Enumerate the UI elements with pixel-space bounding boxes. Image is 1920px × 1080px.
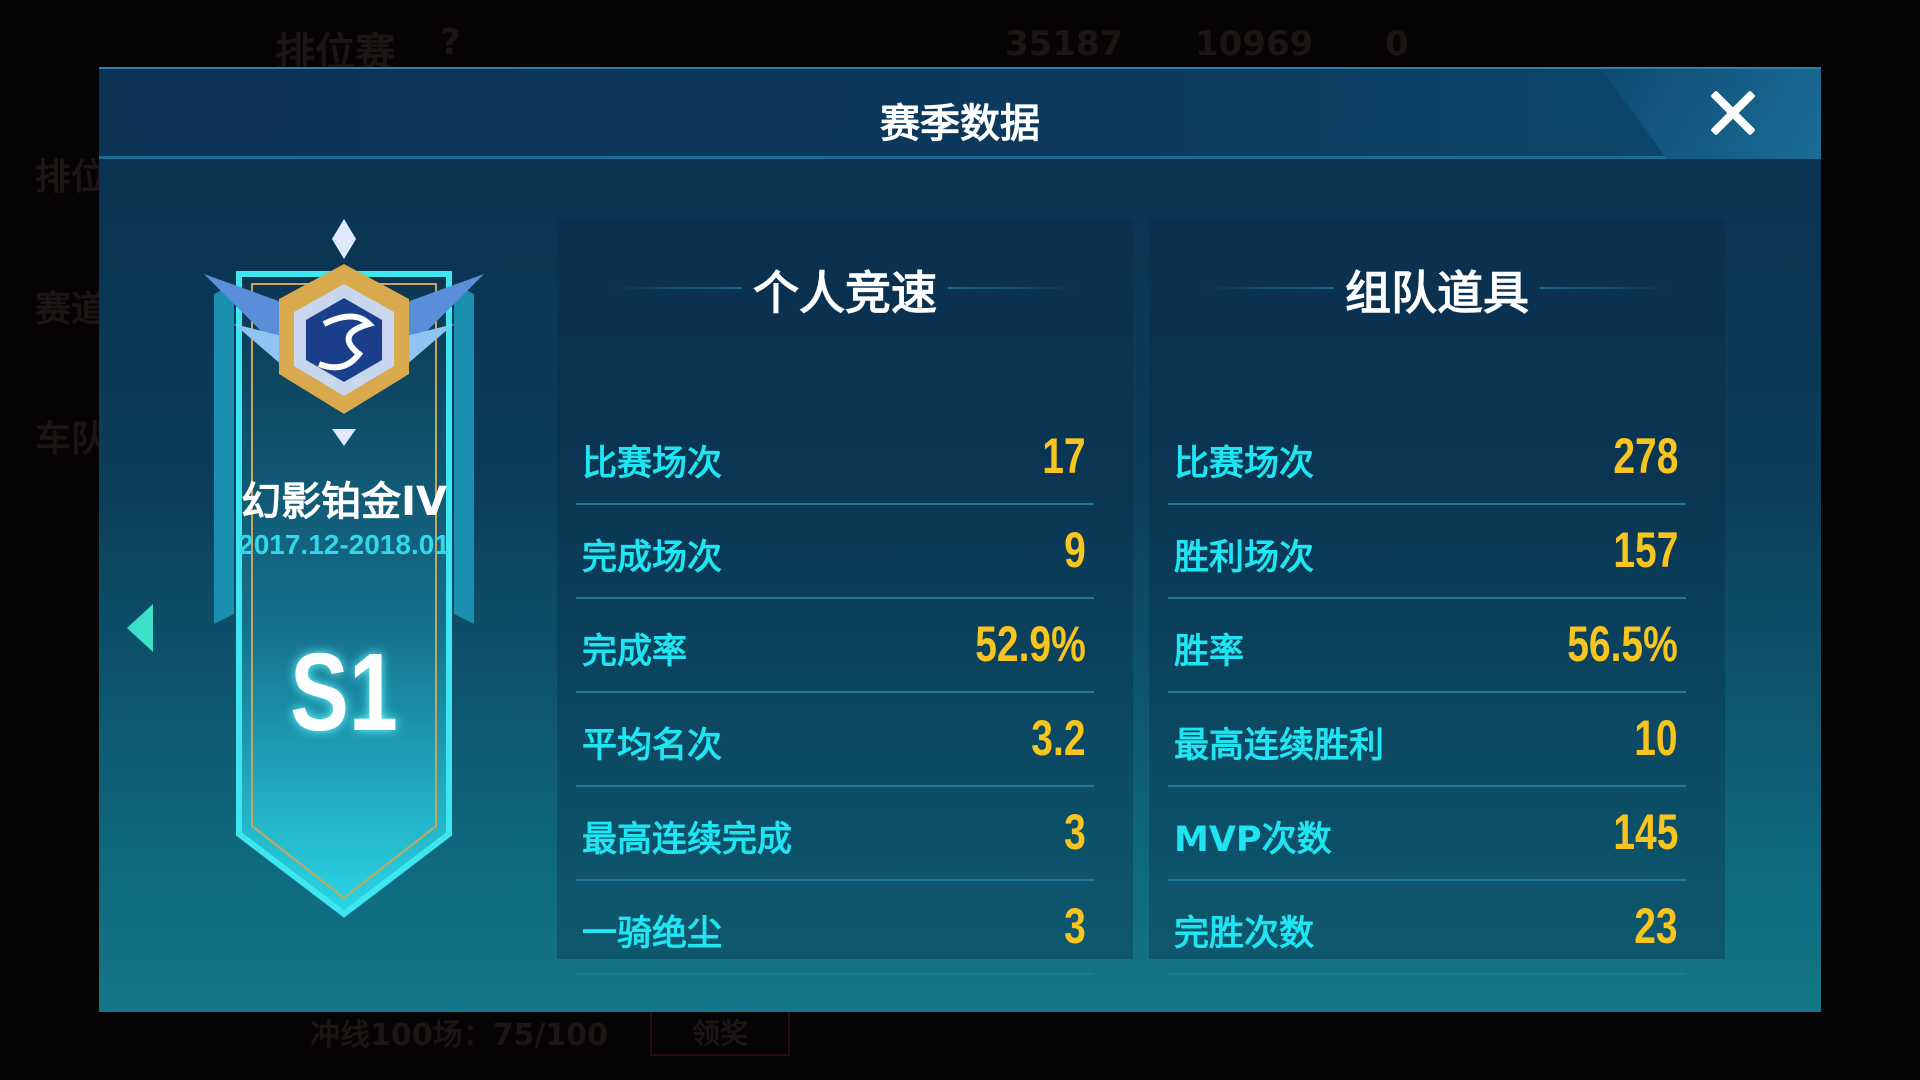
- column-title: 个人竞速: [557, 257, 1133, 323]
- stat-value: 10: [1634, 710, 1678, 766]
- stat-row: 比赛场次 17: [576, 411, 1094, 505]
- diamond-count: 10969: [1195, 24, 1314, 64]
- stat-value: 3: [1064, 804, 1086, 860]
- stat-row: 完成率 52.9%: [576, 599, 1094, 693]
- stat-row: 比赛场次 278: [1168, 411, 1686, 505]
- previous-season-arrow-icon[interactable]: [127, 604, 153, 652]
- stat-label: 最高连续胜利: [1174, 726, 1385, 766]
- ticket-count: 0: [1385, 24, 1409, 64]
- side-left-2[interactable]: 车队: [35, 419, 108, 460]
- coin-count: 35187: [1005, 24, 1124, 64]
- reward-button[interactable]: 领奖: [650, 1008, 791, 1056]
- season-number: S1: [290, 631, 398, 754]
- progress-text: 冲线100场：75/100: [310, 1018, 608, 1053]
- stat-value: 52.9%: [975, 616, 1086, 672]
- stat-label: 比赛场次: [582, 444, 723, 484]
- stat-label: 平均名次: [582, 726, 723, 766]
- season-dates: 2017.12-2018.01: [238, 529, 450, 560]
- column-title: 组队道具: [1149, 257, 1725, 323]
- team-item-column: 组队道具 比赛场次 278 胜利场次 157 胜率 56.5% 最高连续胜利 10 MV…: [1149, 219, 1725, 975]
- stat-label: 最高连续完成: [582, 820, 793, 860]
- stat-row: 最高连续胜利 10: [1168, 693, 1686, 787]
- stat-label: 比赛场次: [1174, 444, 1315, 484]
- side-left-0[interactable]: 排位: [35, 157, 108, 198]
- stat-row: 完胜次数 23: [1168, 881, 1686, 975]
- banner-shape: [214, 271, 474, 918]
- stat-row: 最高连续完成 3: [576, 787, 1094, 881]
- season-data-dialog: 赛季数据 幻影铂金IV 2017.12-2018.01 S1 个人竞速 比赛场次…: [99, 67, 1821, 1012]
- stat-value: 23: [1634, 898, 1678, 954]
- close-button[interactable]: [1701, 81, 1765, 145]
- dialog-header: 赛季数据: [99, 69, 1821, 159]
- stat-row: MVP次数 145: [1168, 787, 1686, 881]
- stat-label: 一骑绝尘: [582, 914, 723, 954]
- stat-label: 胜率: [1174, 632, 1245, 672]
- stat-value: 9: [1064, 522, 1086, 578]
- stat-value: 145: [1612, 804, 1678, 860]
- side-left-1[interactable]: 赛道: [35, 289, 108, 330]
- stat-value: 157: [1612, 522, 1678, 578]
- stat-label: MVP次数: [1174, 820, 1332, 860]
- help-button[interactable]: ?: [440, 22, 461, 63]
- rank-name: 幻影铂金IV: [241, 479, 447, 525]
- platinum-rank-emblem: [204, 219, 484, 446]
- stat-row: 胜率 56.5%: [1168, 599, 1686, 693]
- dialog-title: 赛季数据: [880, 101, 1040, 147]
- stat-row: 一骑绝尘 3: [576, 881, 1094, 975]
- stat-label: 完成场次: [582, 538, 723, 578]
- solo-race-column: 个人竞速 比赛场次 17 完成场次 9 完成率 52.9% 平均名次 3.2 最高连续完…: [557, 219, 1133, 975]
- stat-row: 完成场次 9: [576, 505, 1094, 599]
- stat-row: 胜利场次 157: [1168, 505, 1686, 599]
- stat-value: 56.5%: [1567, 616, 1678, 672]
- stat-label: 胜利场次: [1174, 538, 1315, 578]
- stat-value: 278: [1612, 428, 1678, 484]
- season-badge: 幻影铂金IV 2017.12-2018.01 S1: [194, 214, 494, 944]
- stat-value: 17: [1042, 428, 1086, 484]
- stat-value: 3.2: [1031, 710, 1086, 766]
- stat-label: 完成率: [582, 632, 688, 672]
- stat-row: 平均名次 3.2: [576, 693, 1094, 787]
- stat-value: 3: [1064, 898, 1086, 954]
- stat-label: 完胜次数: [1174, 914, 1315, 954]
